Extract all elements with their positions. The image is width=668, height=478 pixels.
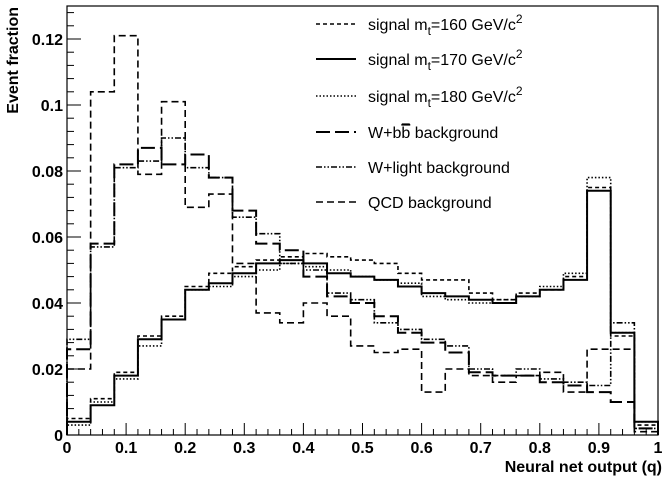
series-sig160 [66,186,659,435]
x-tick-label: 1 [654,440,663,457]
series-layer [66,34,659,435]
y-tick-label: 0.12 [32,32,63,49]
y-tick-label: 0 [54,428,63,445]
y-axis-label: Event fraction [5,7,22,114]
x-tick-label: 0.5 [351,440,373,457]
legend-entry-wlight: W+light background [316,160,510,177]
legend-entry-sig160: signal mt=160 GeV/c2 [316,12,523,38]
legend: signal mt=160 GeV/c2 signal mt=170 GeV/c2… [316,12,523,212]
legend-entry-sig180: signal mt=180 GeV/c2 [316,84,523,110]
y-tick-label: 0.04 [32,296,63,313]
series-wlight [66,137,659,435]
legend-label: W+bb background [368,125,498,142]
legend-entry-qcd: QCD background [316,195,492,212]
x-tick-label: 0.7 [470,440,492,457]
x-tick-label: 0 [63,440,72,457]
x-tick-label: 0.3 [233,440,255,457]
x-tick-label: 0.9 [588,440,610,457]
legend-label: signal mt=160 GeV/c2 [368,12,523,38]
plot-frame [66,5,659,436]
y-tick-label: 0.06 [32,230,63,247]
legend-label: signal mt=170 GeV/c2 [368,47,523,73]
legend-label: W+light background [368,160,510,177]
legend-label: signal mt=180 GeV/c2 [368,84,523,110]
legend-entry-wbb: W+bb background [316,125,498,142]
series-qcd [66,34,659,435]
x-tick-label: 0.6 [410,440,432,457]
y-tick-label: 0.08 [32,164,63,181]
y-tick-label: 0.02 [32,362,63,379]
y-tick-label: 0.1 [41,98,63,115]
legend-entry-sig170: signal mt=170 GeV/c2 [316,47,523,73]
series-sig180 [66,176,659,435]
x-tick-label: 0.4 [292,440,314,457]
x-tick-label: 0.8 [529,440,551,457]
plot-border [66,5,659,436]
series-sig170 [66,189,659,435]
axes-layer: 0 0.1 0.2 0.3 0.4 0.5 0.6 0.7 0.8 0.9 1 0 0.02 0.04 0.… [32,12,663,457]
legend-label: QCD background [368,195,492,212]
x-tick-label: 0.2 [174,440,196,457]
x-axis-label: Neural net output (q) [505,459,662,476]
x-tick-label: 0.1 [115,440,137,457]
